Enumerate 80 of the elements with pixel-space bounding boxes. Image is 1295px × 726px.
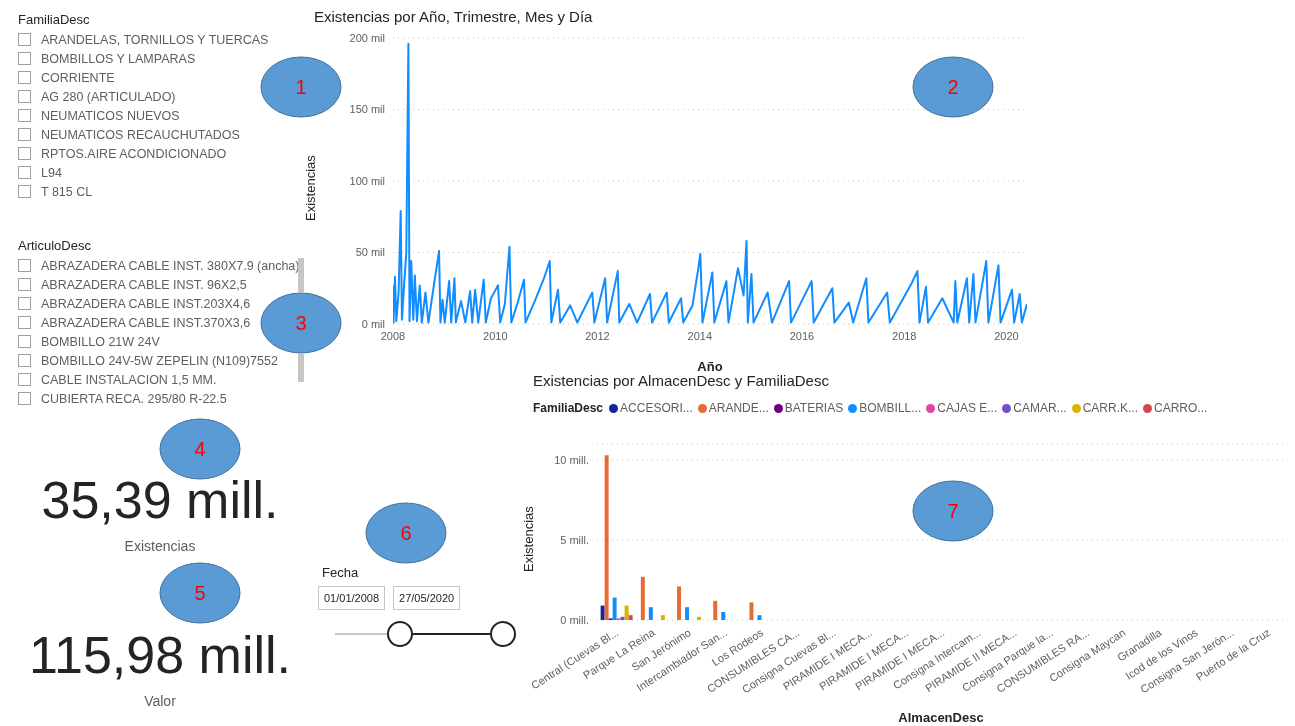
text: Existencias [123,538,197,554]
bar [612,597,617,620]
bar [660,615,665,620]
bar [600,605,605,620]
bar [620,616,625,620]
text: ABRAZADERA CABLE INST.370X3,6 [41,315,251,330]
text: CABLE INSTALACION 1,5 MM. [40,371,218,389]
y-tick-label: 0 mil [361,317,385,330]
text: ARANDELAS, TORNILLOS Y TUERCAS [40,31,270,49]
legend-label: BATERIAS [783,401,844,415]
x-tick-label: 2012 [585,329,610,342]
bar [713,600,718,620]
x-axis-title: AlmacenDesc [898,710,984,725]
x-tick-label: 2016 [789,329,815,342]
y-axis-title: Existencias [520,505,536,572]
y-tick-label: 10 mill. [554,453,589,466]
legend-label: ARANDE... [707,401,769,415]
legend-label: CARR.K... [1081,401,1138,415]
text: BOMBILLO 24V-5W ZEPELIN (N109)7552 [40,352,279,370]
x-tick-label: 2014 [687,329,713,342]
bar [628,615,633,620]
x-tick-label: 2010 [483,329,508,342]
text: AG 280 (ARTICULADO) [40,88,177,106]
annotation: 2 [947,76,959,98]
x-tick-label: 2020 [994,329,1019,342]
bar [604,455,609,620]
text: 35,39 mill. [40,470,280,530]
text: BOMBILLOS Y LAMPARAS [40,50,197,68]
bar [721,612,726,620]
text: Valor [143,693,177,709]
bar [677,586,682,620]
y-tick-label: 5 mill. [560,533,589,546]
text: 1 [295,76,307,98]
y-tick-label: 100 mil [349,174,385,187]
text: RPTOS.AIRE ACONDICIONADO [40,145,228,163]
legend-label: CAJAS E... [936,401,998,415]
text: 01/01/2008 [318,586,386,610]
y-tick-label: 50 mil [355,246,385,259]
bar [757,615,762,620]
text: 3 [295,312,307,334]
legend-label: BOMBILL... [858,401,922,415]
text: 5 [194,582,206,604]
y-tick-label: 150 mil [349,103,385,116]
text: Fecha [322,565,359,580]
text: CUBIERTA RECA. 295/80 R-22.5 [40,390,228,408]
chart-title: Existencias por AlmacenDesc y FamiliaDesc [533,372,830,389]
y-axis-title: Existencias [302,154,318,221]
text: ABRAZADERA CABLE INST.203X4,6 [40,295,252,313]
bar [648,607,653,620]
annotation: 7 [947,500,959,522]
legend-title: FamiliaDesc [533,401,604,415]
y-tick-label: 200 mil [349,31,385,44]
text: BOMBILLO 21W 24V [41,334,160,349]
bar [697,616,702,620]
bar [749,602,754,620]
text: T 815 CL [40,183,94,201]
y-tick-label: 0 mill. [560,613,589,626]
text: 6 [400,522,412,544]
x-tick-label: 2018 [892,329,917,342]
bar [685,607,690,620]
chart-title: Existencias por Año, Trimestre, Mes y Día [314,8,594,25]
x-tick-label: 2008 [380,329,406,342]
bar [640,576,645,620]
text: NEUMATICOS RECAUCHUTADOS [40,126,241,144]
text: NEUMATICOS NUEVOS [40,107,181,125]
text: ABRAZADERA CABLE INST. 96X2,5 [40,276,248,294]
text: L94 [40,164,63,182]
text: ArticuloDesc [18,238,92,253]
x-axis-title: Año [697,359,723,374]
text: ABRAZADERA CABLE INST. 380X7.9 (ancha) [40,257,301,275]
line-series [393,42,1027,324]
text: FamiliaDesc [18,12,91,27]
text: 115,98 mill. [27,625,293,685]
legend-label: CARRO... [1152,401,1208,415]
text: 4 [194,438,206,460]
text: 27/05/2020 [393,586,461,610]
legend-label: ACCESORI... [619,401,693,415]
text: CORRIENTE [40,69,116,87]
bar [624,605,629,620]
legend-label: CAMAR... [1012,401,1067,415]
